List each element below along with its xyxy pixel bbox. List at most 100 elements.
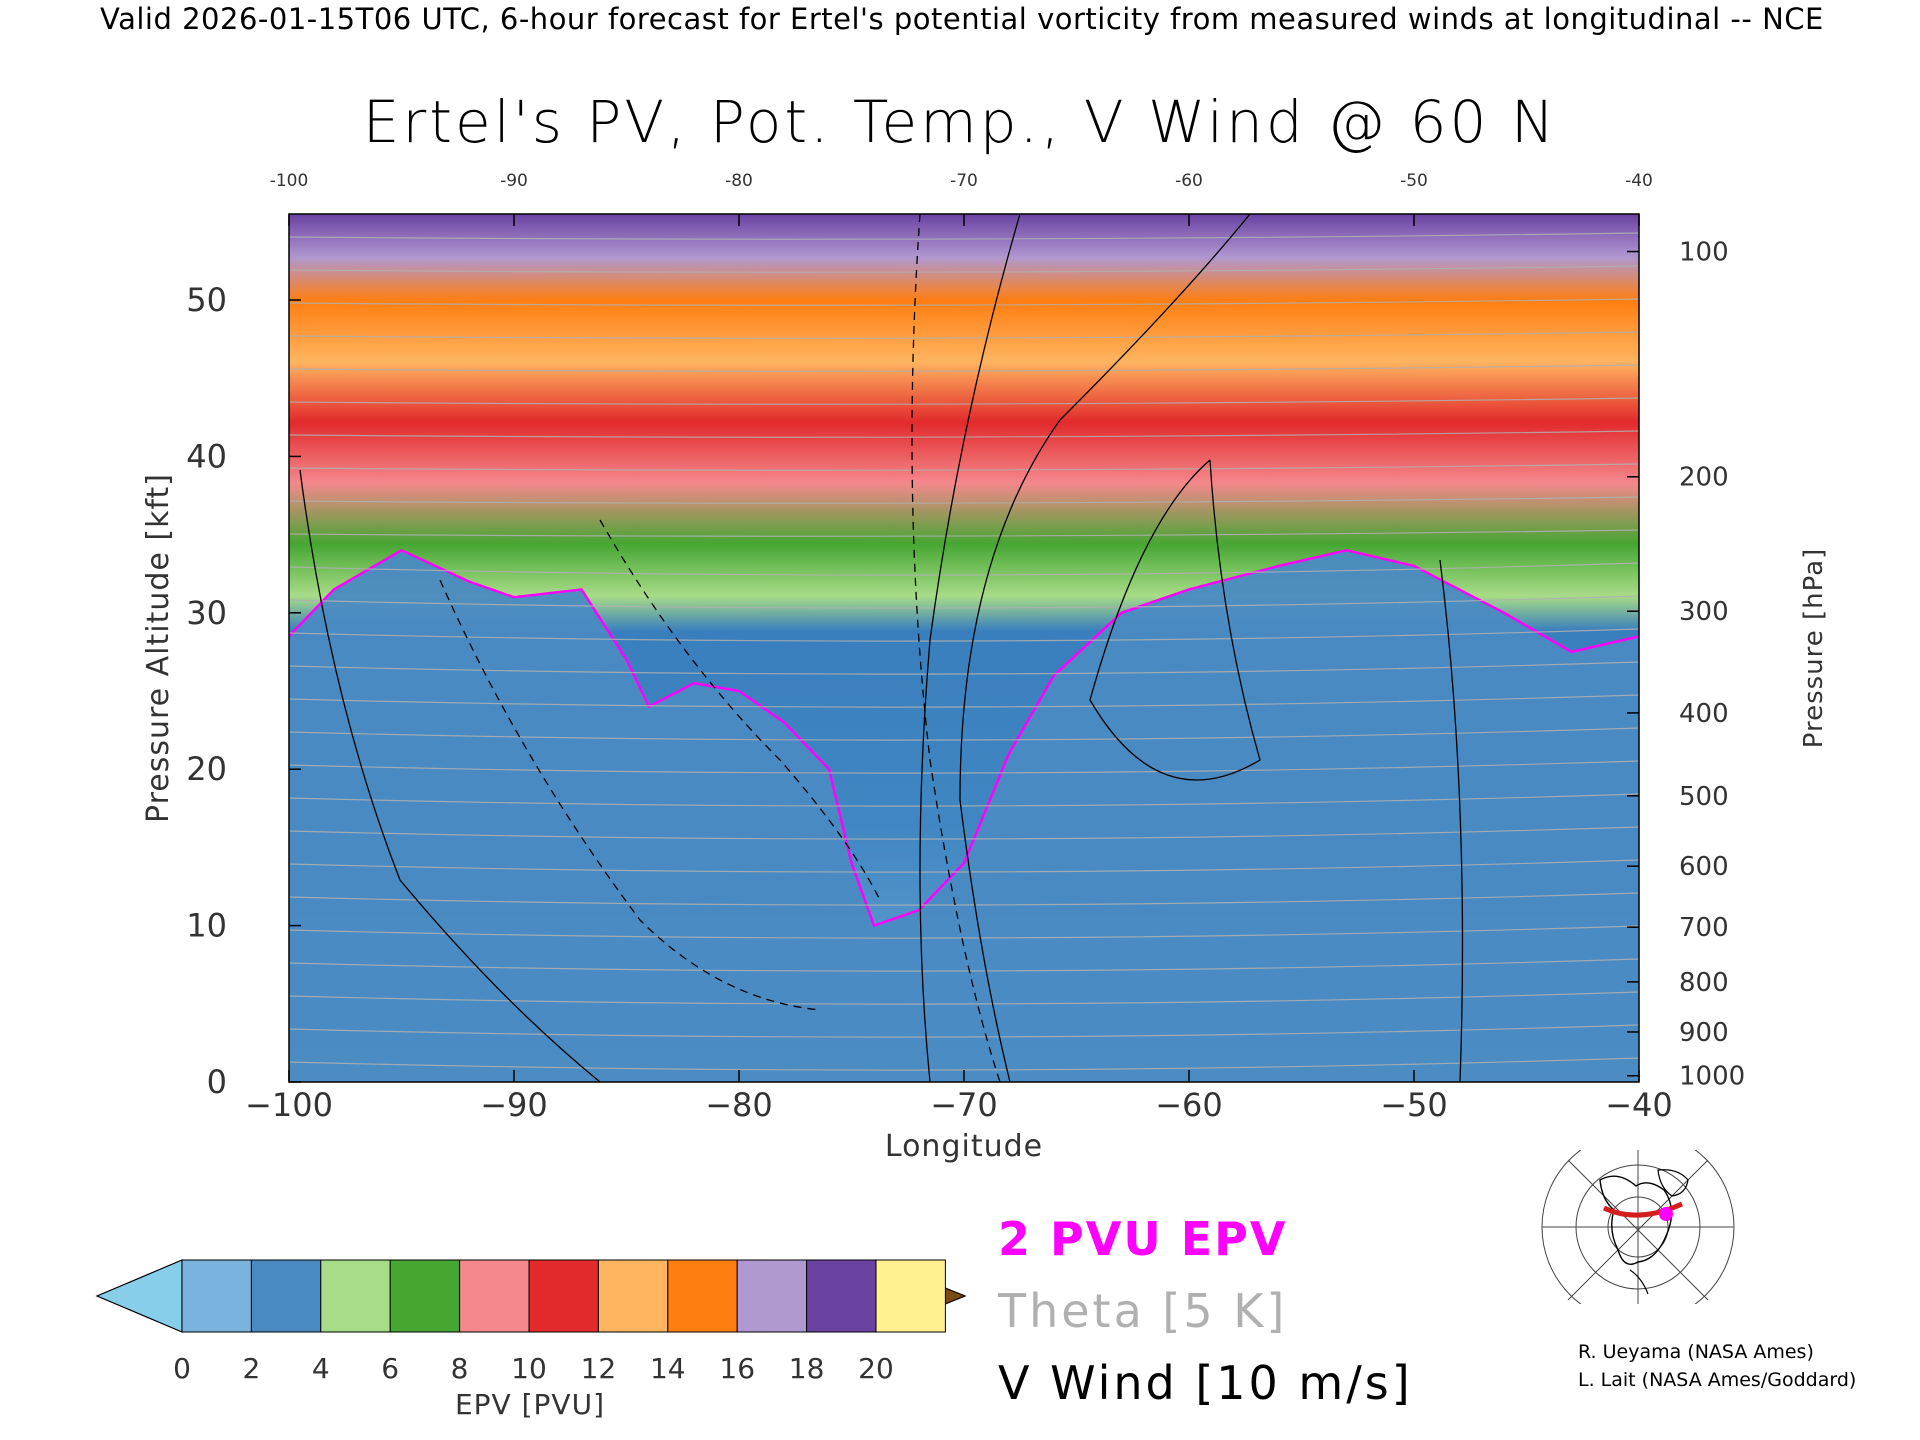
colorbar-swatch	[806, 1259, 877, 1333]
theta-line	[289, 463, 1639, 471]
x-top-tick-label: -40	[1625, 171, 1653, 191]
theta-line	[289, 826, 1639, 840]
theta-line	[289, 859, 1639, 873]
x-top-tick-label: -60	[1175, 171, 1203, 191]
y-axis-label: Pressure Altitude [kft]	[141, 473, 176, 823]
v-wind-line	[599, 519, 881, 901]
colorbar-tick-label: 14	[650, 1352, 686, 1385]
colorbar-swatch	[181, 1259, 252, 1333]
v-wind-contours	[299, 214, 1464, 1082]
y2-tick-label: 600	[1679, 852, 1729, 882]
forecast-header: Valid 2026-01-15T06 UTC, 6-hour forecast…	[100, 2, 1824, 36]
y-tick-label: 10	[186, 907, 227, 945]
colorbar-tick-label: 12	[581, 1352, 617, 1385]
theta-line	[289, 1024, 1639, 1038]
x-tick-label: −80	[705, 1086, 773, 1124]
x-top-tick-label: -90	[500, 171, 528, 191]
v-wind-line	[911, 214, 1001, 1082]
x-tick-label: −90	[480, 1086, 548, 1124]
colorbar-swatch	[459, 1259, 530, 1333]
v-wind-line	[439, 579, 821, 1011]
theta-line	[289, 430, 1639, 438]
x-axis-label: Longitude	[885, 1129, 1043, 1164]
theta-line	[289, 298, 1639, 306]
colorbar-label: EPV [PVU]	[455, 1388, 605, 1421]
colorbar-tick-label: 2	[242, 1352, 260, 1385]
theta-line	[289, 496, 1639, 504]
theta-line	[289, 991, 1639, 1005]
y-axis-left: 0 10 20 30 40 50	[186, 281, 301, 1101]
x-top-tick-label: -50	[1400, 171, 1428, 191]
colorbar-tick-label: 10	[511, 1352, 547, 1385]
colorbar-tick-label: 20	[858, 1352, 894, 1385]
colorbar-under	[95, 1259, 183, 1333]
colorbar-tick-label: 4	[312, 1352, 330, 1385]
theta-line	[289, 1057, 1639, 1071]
y2-tick-label: 1000	[1679, 1062, 1745, 1092]
x-top-tick-label: -100	[270, 171, 309, 191]
troposphere-region	[289, 550, 1639, 1082]
x-tick-label: −50	[1380, 1086, 1448, 1124]
pv-2pvu-contour	[289, 548, 1639, 928]
map-location-marker	[1659, 1207, 1673, 1221]
colorbar-tick-label: 16	[719, 1352, 755, 1385]
x-tick-label: −60	[1155, 1086, 1223, 1124]
plot-area	[289, 214, 1639, 1082]
v-wind-line	[959, 214, 1251, 1082]
y-tick-label: 50	[186, 281, 227, 319]
y-axis-right: 100 200 300 400 500 600 700 800 900 1000	[1627, 238, 1745, 1092]
colorbar-swatch	[389, 1259, 461, 1333]
y-tick-label: 40	[186, 437, 227, 475]
colorbar-swatch	[250, 1259, 322, 1333]
colorbar-tick-label: 0	[173, 1352, 191, 1385]
y2-tick-label: 500	[1679, 782, 1729, 812]
chart-title: Ertel's PV, Pot. Temp., V Wind @ 60 N	[362, 88, 1558, 156]
x-tick-label: −100	[245, 1086, 333, 1124]
credit-line-1: R. Ueyama (NASA Ames)	[1578, 1341, 1814, 1363]
theta-line	[289, 760, 1639, 774]
colorbar-swatch	[875, 1259, 946, 1333]
theta-line	[289, 562, 1639, 576]
x-tick-label: −70	[930, 1086, 998, 1124]
x-top-tick-label: -80	[725, 171, 753, 191]
colorbar-tick-label: 6	[381, 1352, 399, 1385]
colorbar-swatch	[597, 1259, 669, 1333]
y-tick-label: 0	[207, 1063, 227, 1101]
y2-tick-label: 300	[1679, 597, 1729, 627]
theta-line	[289, 892, 1639, 906]
colorbar-tick-label: 18	[789, 1352, 825, 1385]
y2-tick-label: 700	[1679, 913, 1729, 943]
colorbar: 0 2 4 6 8 10 12 14 16 18 20	[95, 1259, 967, 1385]
theta-line	[289, 331, 1639, 339]
theta-line	[289, 793, 1639, 807]
legend-theta: Theta [5 K]	[998, 1284, 1288, 1338]
theta-line	[289, 364, 1639, 372]
theta-line	[289, 628, 1639, 642]
credit-line-2: L. Lait (NASA Ames/Goddard)	[1578, 1369, 1857, 1391]
x-axis-bottom: −100 −90 −80 −70 −60 −50 −40	[245, 1070, 1673, 1124]
theta-line	[289, 595, 1639, 609]
theta-line	[289, 925, 1639, 939]
y2-tick-label: 800	[1679, 968, 1729, 998]
theta-line	[289, 727, 1639, 741]
theta-line	[289, 661, 1639, 675]
legend-pv: 2 PVU EPV	[998, 1212, 1288, 1266]
colorbar-swatch	[528, 1259, 599, 1333]
location-map-inset	[1541, 1150, 1735, 1304]
colorbar-swatch	[320, 1259, 391, 1333]
y2-tick-label: 900	[1679, 1018, 1729, 1048]
theta-line	[289, 397, 1639, 405]
theta-line	[289, 529, 1639, 537]
v-wind-line	[1439, 559, 1464, 1082]
colorbar-swatch	[736, 1259, 808, 1333]
y-tick-label: 20	[186, 750, 227, 788]
colorbar-swatch	[667, 1259, 738, 1333]
y2-tick-label: 100	[1679, 238, 1729, 268]
v-wind-line	[1089, 459, 1261, 781]
v-wind-line	[919, 214, 1021, 1082]
y2-tick-label: 400	[1679, 699, 1729, 729]
x-top-tick-label: -70	[950, 171, 978, 191]
v-wind-line	[299, 469, 601, 1082]
map-globe-icon	[1541, 1150, 1735, 1304]
